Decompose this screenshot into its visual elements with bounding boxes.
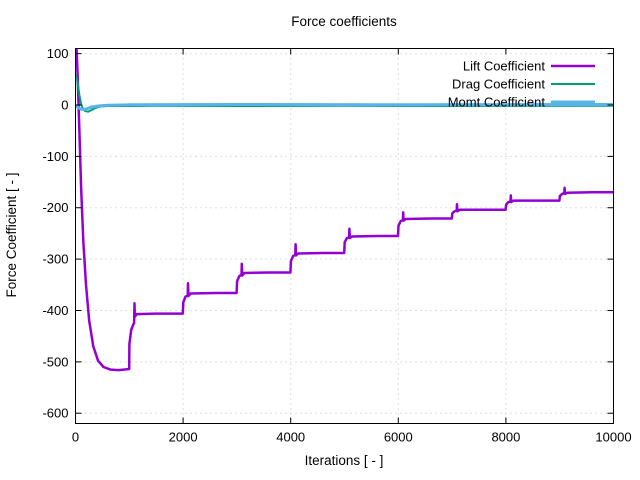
y-tick-label: -400 <box>42 303 68 318</box>
legend-label-momt: Momt Coefficient <box>448 95 546 110</box>
y-tick-label: -300 <box>42 252 68 267</box>
y-tick-label: -200 <box>42 200 68 215</box>
x-tick-label: 8000 <box>491 430 520 445</box>
x-tick-label: 0 <box>72 430 79 445</box>
legend-label-lift: Lift Coefficient <box>463 59 546 74</box>
x-tick-label: 2000 <box>169 430 198 445</box>
y-tick-label: 0 <box>61 98 68 113</box>
y-tick-label: -600 <box>42 406 68 421</box>
tick-labels: 0 2000 4000 6000 8000 10000 100 0 -100 -200 -300 -4… <box>42 46 631 444</box>
series-lines <box>75 48 614 372</box>
plot-border <box>75 48 614 424</box>
legend: Lift Coefficient Drag Coefficient Momt C… <box>448 59 595 110</box>
y-axis-label: Force Coefficient [ - ] <box>4 172 19 297</box>
series-line-2 <box>75 103 614 112</box>
y-tick-label: -500 <box>42 354 68 369</box>
chart-title: Force coefficients <box>291 14 397 29</box>
series-line-0 <box>75 48 614 372</box>
x-tick-label: 10000 <box>595 430 631 445</box>
legend-item-lift: Lift Coefficient <box>463 59 595 74</box>
x-tick-label: 6000 <box>384 430 413 445</box>
legend-label-drag: Drag Coefficient <box>452 77 545 92</box>
x-tick-label: 4000 <box>276 430 305 445</box>
x-axis-label: Iterations [ - ] <box>305 453 384 468</box>
legend-item-momt: Momt Coefficient <box>448 95 595 110</box>
legend-item-drag: Drag Coefficient <box>452 77 595 92</box>
y-tick-label: 100 <box>47 46 69 61</box>
axes <box>75 48 614 424</box>
y-tick-label: -100 <box>42 149 68 164</box>
